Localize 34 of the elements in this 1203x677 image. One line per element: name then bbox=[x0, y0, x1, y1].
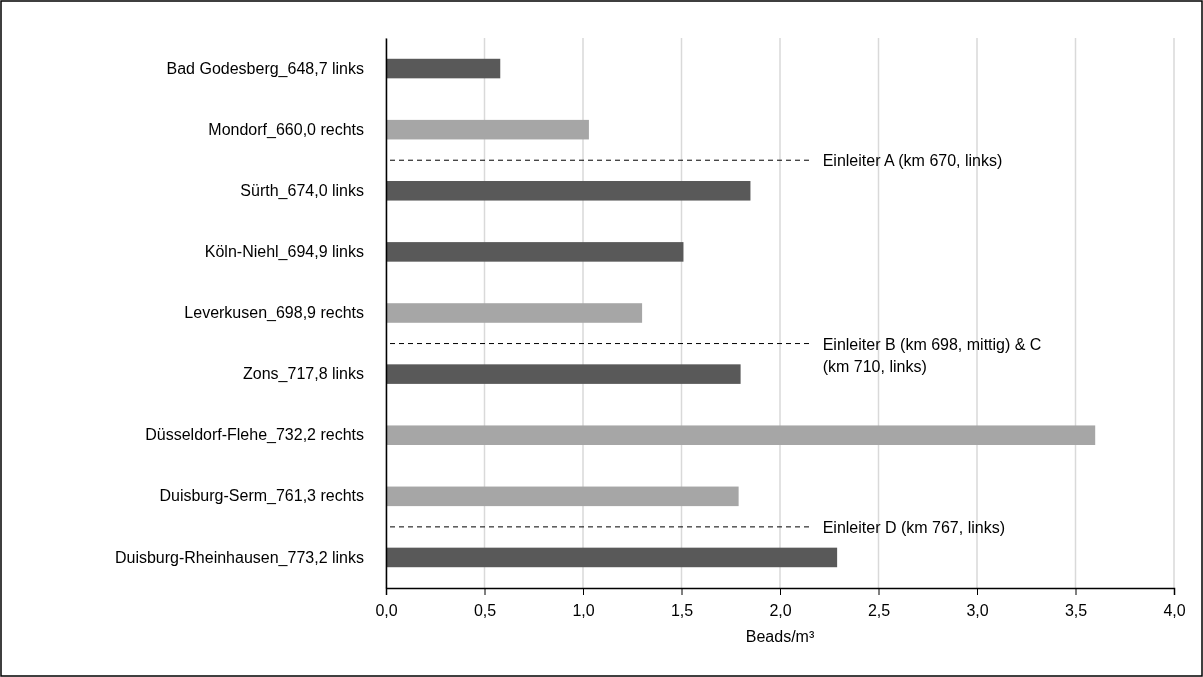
y-tick-label: Bad Godesberg_648,7 links bbox=[166, 59, 364, 78]
bar bbox=[386, 119, 589, 140]
x-tick-label: 4,0 bbox=[1163, 601, 1186, 619]
bar bbox=[386, 303, 643, 323]
y-tick-label: Duisburg-Serm_761,3 rechts bbox=[159, 487, 364, 506]
annotation: Einleiter B (km 698, mittig) & C (km 710, links) bbox=[822, 335, 1042, 375]
x-tick-label: 2,5 bbox=[867, 601, 891, 619]
x-tick-label: 1,0 bbox=[572, 601, 595, 619]
y-tick-label: Köln-Niehl_694,9 links bbox=[204, 243, 364, 262]
bar bbox=[386, 364, 741, 384]
annotation: Einleiter A (km 670, links) bbox=[822, 152, 1003, 170]
x-tick-label: 1,5 bbox=[670, 601, 694, 619]
y-tick-label: Zons_717,8 links bbox=[243, 365, 364, 384]
x-axis-title: Beads/m³ bbox=[745, 628, 815, 645]
x-tick-label: 2,0 bbox=[769, 601, 792, 619]
bar bbox=[386, 58, 501, 79]
y-tick-label: Düsseldorf-Flehe_732,2 rechts bbox=[145, 426, 364, 445]
bar bbox=[386, 547, 838, 568]
y-tick-label: Sürth_674,0 links bbox=[240, 181, 364, 200]
dashed-leader: Einleiter D (km 767, links) bbox=[389, 518, 1005, 536]
bar bbox=[386, 181, 751, 201]
y-tick-label: Leverkusen_698,9 rechts bbox=[184, 304, 364, 323]
annotation: Einleiter D (km 767, links) bbox=[822, 518, 1005, 536]
y-tick-label: Mondorf_660,0 rechts bbox=[208, 120, 364, 139]
dashed-leader: Einleiter A (km 670, links) bbox=[389, 152, 1003, 170]
bar bbox=[386, 242, 684, 262]
dashed-leader: Einleiter B (km 698, mittig) & C (km 710, links) bbox=[389, 335, 1042, 375]
bar bbox=[386, 425, 1096, 445]
x-tick-label: 3,0 bbox=[966, 601, 989, 619]
x-tick-label: 0,5 bbox=[473, 601, 497, 619]
x-tick-label: 3,5 bbox=[1064, 601, 1088, 619]
y-tick-label: Duisburg-Rheinhausen_773,2 links bbox=[114, 548, 364, 567]
bar bbox=[386, 486, 739, 507]
x-tick-label: 0,0 bbox=[375, 601, 398, 619]
